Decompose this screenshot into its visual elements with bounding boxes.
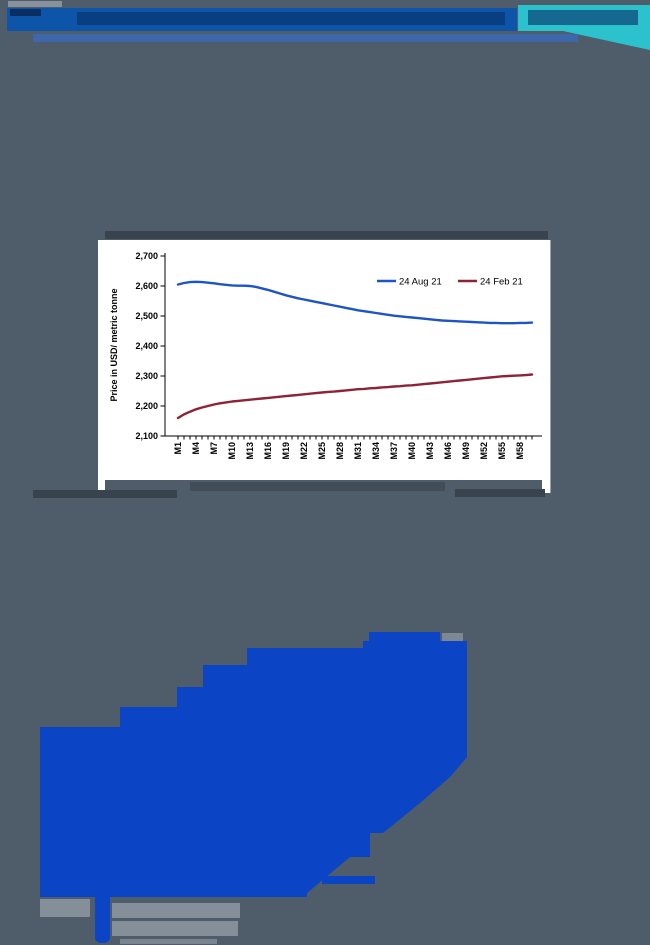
teal-text-blob <box>528 10 638 25</box>
body-text-dash-blue <box>322 876 375 884</box>
title-text-blob <box>77 12 505 25</box>
footer-gray-text-3 <box>112 921 238 936</box>
chart-plot-area: 2,700 2,600 2,500 2,400 2,300 2,200 2,100 M1 M4 M… <box>109 251 542 460</box>
source-text-blob <box>33 490 177 498</box>
chart-footnote-blob <box>190 482 445 491</box>
y-tick-label: 2,500 <box>135 311 158 321</box>
header-tiny-text-blob <box>8 1 62 7</box>
x-tick-label: M40 <box>407 442 417 460</box>
chart-bottom-strip <box>105 480 542 493</box>
x-tick-label: M52 <box>479 442 489 460</box>
x-tick-label: M10 <box>227 442 237 460</box>
series-line-24-feb-21 <box>176 373 534 420</box>
x-tick-label: M1 <box>173 442 183 455</box>
title-bar <box>7 8 517 31</box>
x-tick-label: M49 <box>461 442 471 460</box>
x-tick-label: M55 <box>497 442 507 460</box>
x-tick-label: M25 <box>317 442 327 460</box>
teal-header-block <box>518 5 650 31</box>
footer-gray-text-4 <box>120 939 217 944</box>
x-tick-label: M46 <box>443 442 453 460</box>
y-axis-title: Price in USD/ metric tonne <box>109 288 119 401</box>
x-tick-label: M13 <box>245 442 255 460</box>
footer-gray-text-2 <box>112 903 240 918</box>
y-tick-label: 2,600 <box>135 281 158 291</box>
x-tick-label: M22 <box>299 442 309 460</box>
y-tick-label: 2,700 <box>135 251 158 261</box>
y-tick-label: 2,300 <box>135 371 158 381</box>
x-tick-label: M4 <box>191 442 201 455</box>
x-tick-label: M31 <box>353 442 363 460</box>
x-tick-label: M28 <box>335 442 345 460</box>
body-text-main-blob <box>40 632 467 943</box>
footer-gray-text-1 <box>40 899 90 917</box>
x-tick-label: M34 <box>371 442 381 460</box>
body-text-fragment-gray <box>442 633 463 641</box>
subtitle-text-blob <box>33 34 578 42</box>
y-tick-label: 2,400 <box>135 341 158 351</box>
x-tick-label: M16 <box>263 442 273 460</box>
x-tick-label: M37 <box>389 442 399 460</box>
logo-text-blob <box>10 9 41 16</box>
x-tick-label: M19 <box>281 442 291 460</box>
legend-label: 24 Feb 21 <box>480 277 523 288</box>
series-line-24-aug-21 <box>176 280 534 325</box>
x-tick-label: M43 <box>425 442 435 460</box>
y-tick-label: 2,100 <box>135 431 158 441</box>
body-text-blob-region <box>40 632 467 944</box>
note-text-blob <box>455 489 545 497</box>
legend-label: 24 Aug 21 <box>399 277 442 288</box>
x-tick-label: M58 <box>515 442 525 460</box>
y-tick-label: 2,200 <box>135 401 158 411</box>
x-tick-label: M7 <box>209 442 219 455</box>
chart-title-text-blob <box>105 231 548 239</box>
forward-curve-chart: 2,700 2,600 2,500 2,400 2,300 2,200 2,100 M1 M4 M… <box>98 240 551 493</box>
